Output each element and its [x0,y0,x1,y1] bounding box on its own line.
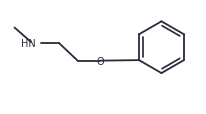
Text: O: O [96,56,104,66]
Text: HN: HN [21,39,36,49]
